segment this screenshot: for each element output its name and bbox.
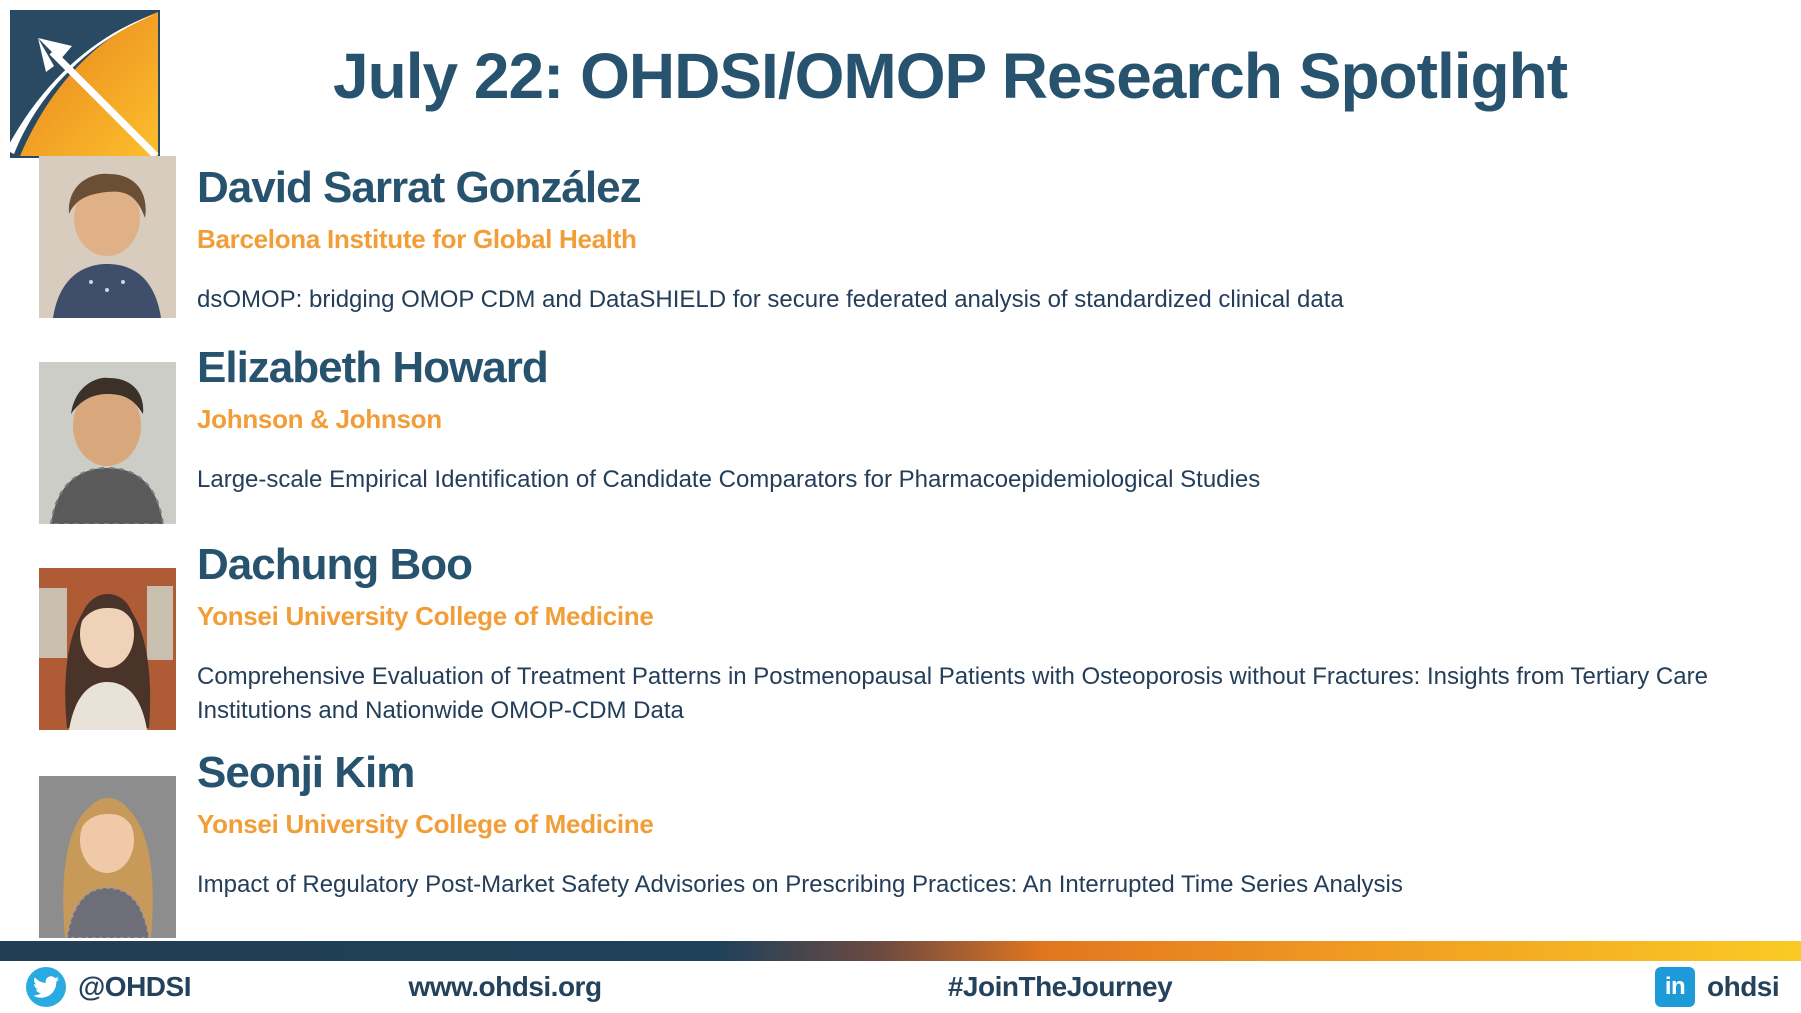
speaker-row: Elizabeth Howard Johnson & Johnson Large… <box>197 343 1772 497</box>
speaker-name: Dachung Boo <box>197 540 473 589</box>
footer-gradient-bar <box>0 941 1801 961</box>
linkedin-icon: in <box>1655 967 1695 1007</box>
speaker-affiliation: Johnson & Johnson <box>197 404 442 435</box>
speaker-talk-title: Large-scale Empirical Identification of … <box>197 465 1261 493</box>
speaker-row: Seonji Kim Yonsei University College of … <box>197 748 1772 902</box>
speaker-affiliation: Yonsei University College of Medicine <box>197 809 654 840</box>
ohdsi-logo-icon <box>6 10 160 159</box>
footer-hashtag: #JoinTheJourney <box>910 961 1210 1013</box>
speaker-photo-seonji <box>39 776 176 938</box>
speaker-affiliation: Yonsei University College of Medicine <box>197 601 654 632</box>
footer: @OHDSI www.ohdsi.org #JoinTheJourney in … <box>0 961 1801 1013</box>
speaker-affiliation: Barcelona Institute for Global Health <box>197 224 637 255</box>
twitter-icon <box>26 967 66 1007</box>
footer-twitter: @OHDSI <box>26 961 191 1013</box>
speaker-row: David Sarrat González Barcelona Institut… <box>197 163 1772 317</box>
speaker-name: David Sarrat González <box>197 163 642 212</box>
speaker-photo-elizabeth <box>39 362 176 524</box>
footer-linkedin: in ohdsi <box>1655 961 1780 1013</box>
speaker-name: Seonji Kim <box>197 748 415 797</box>
hashtag-text: #JoinTheJourney <box>947 971 1173 1002</box>
speaker-photo-david <box>39 156 176 318</box>
footer-website: www.ohdsi.org <box>355 961 655 1013</box>
twitter-handle: @OHDSI <box>78 971 191 1002</box>
speaker-row: Dachung Boo Yonsei University College of… <box>197 540 1772 729</box>
speaker-talk-title: dsOMOP: bridging OMOP CDM and DataSHIELD… <box>197 285 1344 313</box>
speaker-talk-title: Impact of Regulatory Post-Market Safety … <box>197 870 1403 898</box>
website-url: www.ohdsi.org <box>408 971 602 1002</box>
speaker-name: Elizabeth Howard <box>197 343 549 392</box>
speaker-photo-dachung <box>39 568 176 730</box>
ohdsi-logo <box>6 10 160 159</box>
speaker-talk-title: Comprehensive Evaluation of Treatment Pa… <box>197 662 1708 725</box>
linkedin-handle: ohdsi <box>1707 971 1780 1002</box>
page-title: July 22: OHDSI/OMOP Research Spotlight <box>333 40 1568 112</box>
